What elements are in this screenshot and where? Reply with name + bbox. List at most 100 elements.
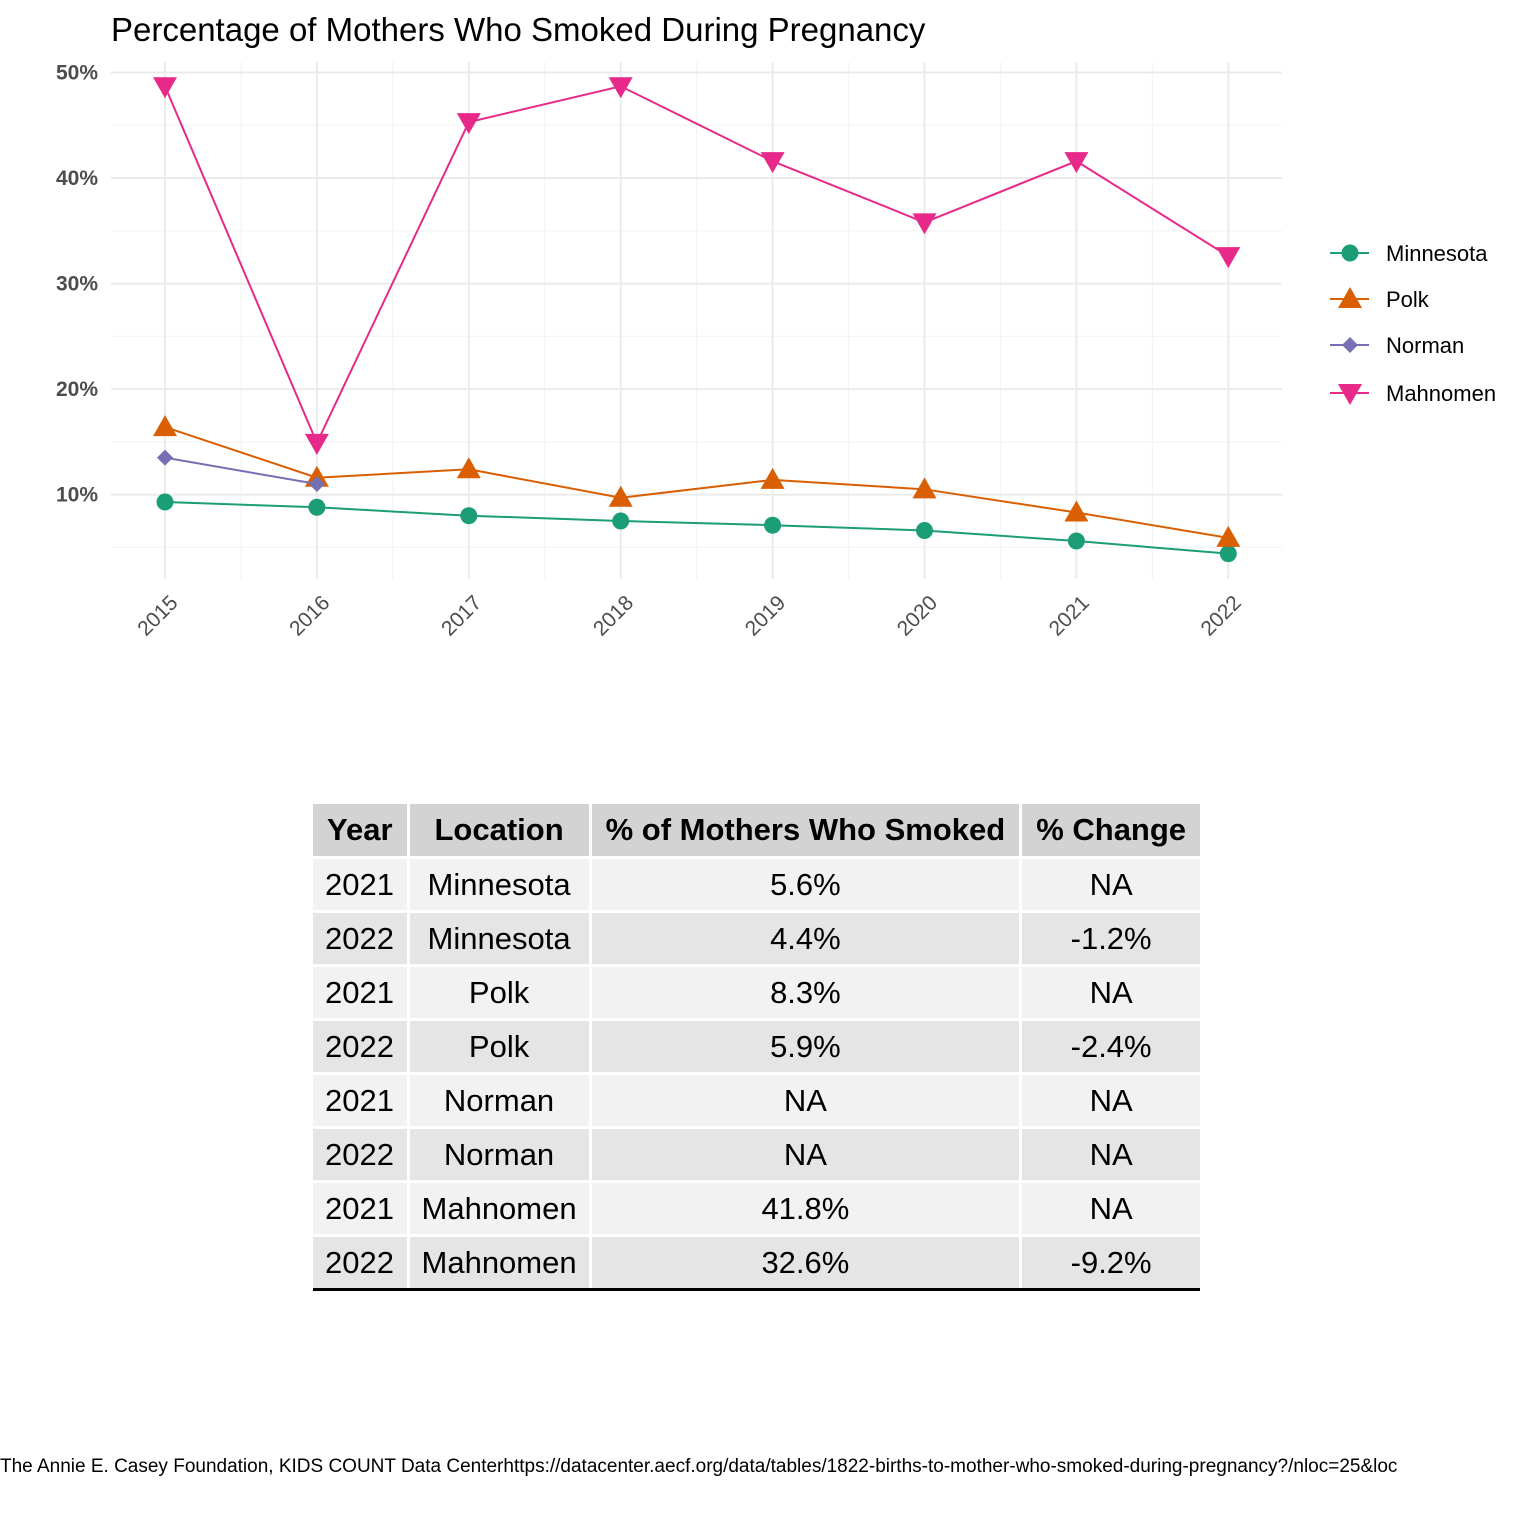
legend-label: Polk [1386, 287, 1430, 312]
cell-location: Norman [408, 1127, 592, 1183]
cell-year: 2021 [313, 857, 410, 913]
data-point [1216, 525, 1241, 547]
y-tick-label: 30% [56, 273, 98, 296]
data-point [608, 77, 633, 99]
data-point [1064, 500, 1089, 522]
x-axis-ticks: 2015 2016 2017 2018 2019 2020 2021 2022 [133, 591, 1246, 640]
data-point [760, 152, 785, 174]
legend-label: Mahnomen [1386, 381, 1496, 406]
table-row: 2021 Mahnomen 41.8% NA [313, 1181, 1201, 1237]
data-point [1064, 152, 1089, 174]
legend-marker [1341, 244, 1359, 262]
table-row: 2022 Polk 5.9% -2.4% [313, 1019, 1201, 1075]
x-tick-label: 2015 [133, 591, 182, 640]
cell-pct-smoked: 5.9% [590, 1019, 1023, 1075]
x-tick-label: 2021 [1045, 591, 1094, 640]
cell-pct-change: -9.2% [1020, 1235, 1201, 1291]
cell-pct-change: NA [1020, 965, 1201, 1021]
cell-year: 2021 [313, 1181, 410, 1237]
legend-item-norman: Norman [1330, 333, 1464, 358]
data-point [612, 512, 630, 530]
table-body: 2021 Minnesota 5.6% NA 2022 Minnesota 4.4% -1.2… [313, 857, 1201, 1291]
column-header-year: Year [313, 804, 410, 859]
series-mahnomen [153, 77, 1241, 455]
cell-year: 2021 [313, 965, 410, 1021]
data-point [912, 213, 937, 235]
cell-pct-change: NA [1020, 1181, 1201, 1237]
cell-location: Norman [408, 1073, 592, 1129]
legend-item-polk: Polk [1330, 287, 1430, 312]
legend-marker [1338, 287, 1362, 308]
table-row: 2021 Norman NA NA [313, 1073, 1201, 1129]
cell-pct-change: -2.4% [1020, 1019, 1201, 1075]
data-point [1216, 247, 1241, 269]
data-point [764, 516, 782, 534]
cell-pct-change: -1.2% [1020, 911, 1201, 967]
chart-grid [111, 62, 1282, 579]
summary-table-container: Year Location % of Mothers Who Smoked % … [313, 804, 1201, 1291]
cell-year: 2022 [313, 1235, 410, 1291]
y-tick-label: 40% [56, 167, 98, 190]
cell-location: Mahnomen [408, 1181, 592, 1237]
series-line [164, 456, 318, 486]
y-tick-label: 10% [56, 484, 98, 507]
table-row: 2022 Norman NA NA [313, 1127, 1201, 1183]
series-line [164, 426, 1229, 539]
cell-pct-change: NA [1020, 857, 1201, 913]
legend-label: Minnesota [1386, 241, 1488, 266]
chart-title: Percentage of Mothers Who Smoked During … [111, 11, 926, 48]
cell-location: Minnesota [408, 857, 592, 913]
y-tick-label: 20% [56, 378, 98, 401]
data-point [308, 476, 325, 493]
data-point [912, 477, 937, 499]
legend-item-mahnomen: Mahnomen [1330, 381, 1496, 406]
series-line [164, 500, 1229, 555]
series-line [164, 85, 1229, 446]
series-polk [153, 415, 1241, 547]
cell-location: Polk [408, 965, 592, 1021]
x-tick-label: 2017 [437, 591, 486, 640]
x-tick-label: 2018 [589, 591, 638, 640]
table-row: 2022 Mahnomen 32.6% -9.2% [313, 1235, 1201, 1291]
column-header-pct-smoked: % of Mothers Who Smoked [590, 804, 1023, 859]
cell-year: 2022 [313, 1019, 410, 1075]
table-header-row: Year Location % of Mothers Who Smoked % … [313, 804, 1201, 859]
cell-location: Minnesota [408, 911, 592, 967]
data-point [916, 521, 933, 539]
legend-label: Norman [1386, 333, 1464, 358]
cell-location: Mahnomen [408, 1235, 592, 1291]
data-point [1219, 545, 1237, 563]
table-row: 2021 Minnesota 5.6% NA [313, 857, 1201, 913]
x-tick-label: 2016 [285, 591, 334, 640]
data-point [153, 415, 177, 437]
data-point [157, 449, 173, 466]
y-tick-label: 50% [56, 62, 98, 85]
cell-year: 2021 [313, 1073, 410, 1129]
x-tick-label: 2022 [1197, 591, 1246, 640]
legend-item-minnesota: Minnesota [1330, 241, 1488, 266]
cell-year: 2022 [313, 911, 410, 967]
data-point [460, 507, 478, 525]
cell-year: 2022 [313, 1127, 410, 1183]
x-tick-label: 2019 [741, 591, 790, 640]
cell-pct-change: NA [1020, 1127, 1201, 1183]
cell-pct-smoked: 8.3% [590, 965, 1023, 1021]
data-point [304, 433, 329, 455]
data-point [1067, 532, 1085, 550]
data-point [456, 113, 481, 135]
cell-pct-change: NA [1020, 1073, 1201, 1129]
cell-pct-smoked: 5.6% [590, 857, 1023, 913]
legend-marker [1338, 384, 1362, 405]
cell-pct-smoked: 41.8% [590, 1181, 1023, 1237]
data-point [456, 457, 481, 479]
cell-pct-smoked: 4.4% [590, 911, 1023, 967]
table-row: 2022 Minnesota 4.4% -1.2% [313, 911, 1201, 967]
y-axis-ticks: 10% 20% 30% 40% 50% [56, 62, 98, 507]
cell-pct-smoked: NA [590, 1127, 1023, 1183]
summary-table: Year Location % of Mothers Who Smoked % … [313, 804, 1201, 1291]
series-minnesota [156, 493, 1237, 563]
data-point [608, 485, 633, 507]
cell-pct-smoked: NA [590, 1073, 1023, 1129]
line-chart: Percentage of Mothers Who Smoked During … [56, 11, 1496, 641]
table-row: 2021 Polk 8.3% NA [313, 965, 1201, 1021]
